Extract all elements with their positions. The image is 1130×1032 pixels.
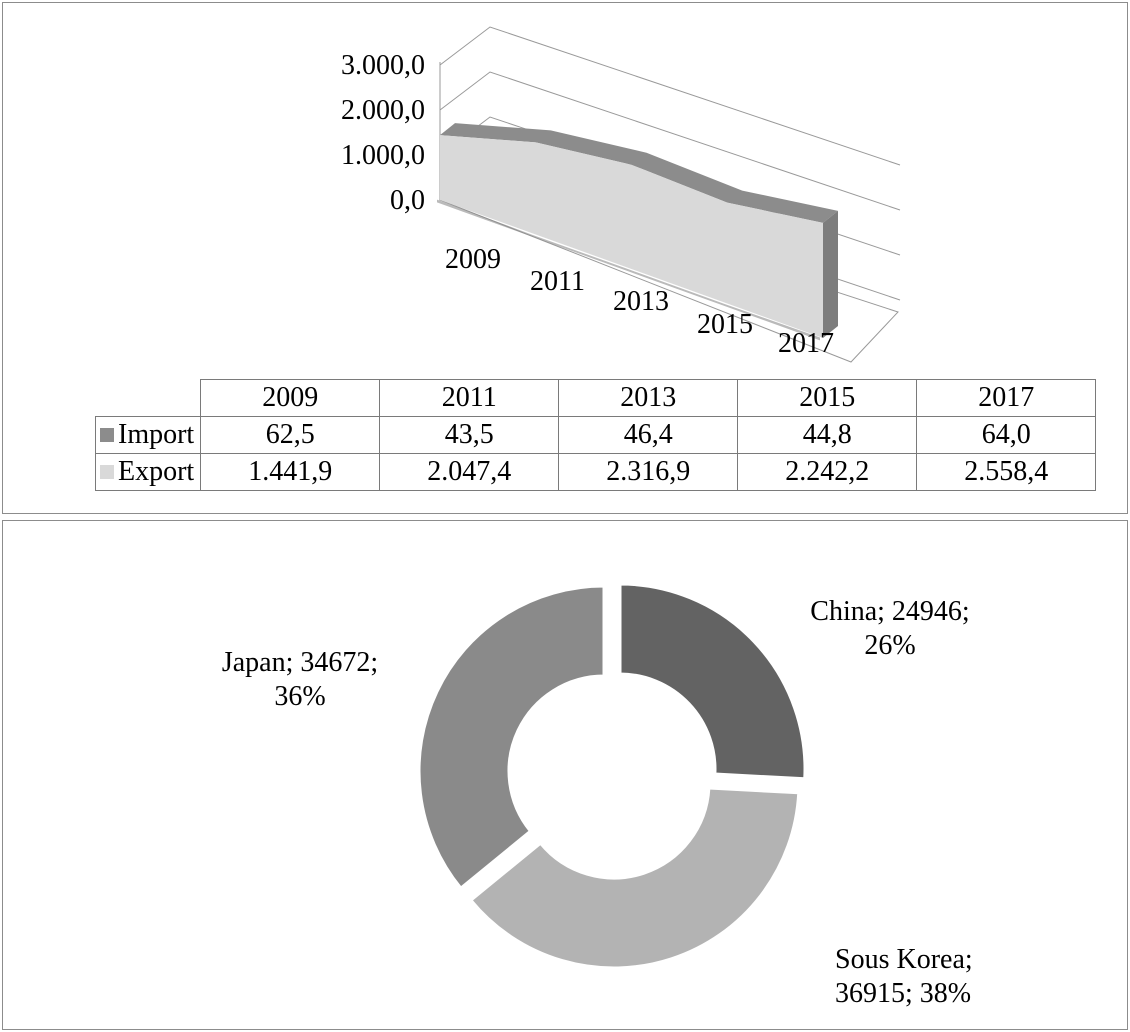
area-chart-3d: 3.000,0 2.000,0 1.000,0 0,0 2009 2011 2013 2015… (341, 26, 901, 363)
gridline (439, 26, 901, 166)
export-value: 2.316,9 (558, 453, 739, 491)
export-area-side (823, 210, 838, 338)
import-legend-key: Import (94, 416, 202, 454)
y-tick-label: 0,0 (390, 185, 425, 216)
korea-label-line2: 36915; 38% (835, 978, 972, 1009)
x-tick-label: 2015 (697, 309, 753, 340)
data-table-year: 2013 (558, 379, 739, 417)
export-series-label: Export (118, 456, 195, 487)
y-tick-label: 1.000,0 (341, 140, 425, 171)
import-value: 62,5 (200, 416, 381, 454)
import-value: 46,4 (558, 416, 739, 454)
export-area-top (440, 123, 838, 223)
import-swatch-icon (100, 428, 114, 442)
data-table-year: 2011 (379, 379, 560, 417)
doughnut-chart-panel (2, 520, 1128, 1030)
y-tick-label: 2.000,0 (341, 95, 425, 126)
export-area-face (440, 135, 823, 338)
gridline (439, 71, 901, 211)
y-tick-label: 3.000,0 (341, 50, 425, 81)
import-value: 64,0 (916, 416, 1097, 454)
japan-label-line1: Japan; 34672; (221, 647, 379, 678)
korea-label-line1: Sous Korea; (835, 944, 973, 975)
export-value: 2.558,4 (916, 453, 1097, 491)
area-chart-panel (2, 2, 1128, 514)
data-table-year: 2009 (200, 379, 381, 417)
export-value: 1.441,9 (200, 453, 381, 491)
export-value: 2.047,4 (379, 453, 560, 491)
import-series-label: Import (118, 419, 195, 450)
china-label-line2: 26% (864, 630, 916, 661)
data-table-row-export: Export 1.441,9 2.047,4 2.316,9 2.242,2 2… (94, 453, 1097, 491)
korea-data-label: Sous Korea; 36915; 38% (835, 943, 1035, 1011)
export-swatch-icon (100, 465, 114, 479)
data-table: 2009 2011 2013 2015 2017 Import 62,5 43,… (94, 379, 1097, 491)
x-tick-label: 2013 (613, 286, 669, 317)
data-table-row-import: Import 62,5 43,5 46,4 44,8 64,0 (94, 416, 1097, 454)
japan-data-label: Japan; 34672; 36% (190, 646, 410, 714)
export-legend-key: Export (94, 453, 202, 491)
data-table-corner (95, 379, 202, 417)
x-tick-label: 2011 (530, 266, 585, 297)
export-value: 2.242,2 (737, 453, 918, 491)
china-data-label: China; 24946; 26% (790, 595, 990, 663)
data-table-year: 2015 (737, 379, 918, 417)
data-table-year: 2017 (916, 379, 1097, 417)
x-tick-label: 2009 (445, 244, 501, 275)
import-value: 43,5 (379, 416, 560, 454)
china-label-line1: China; 24946; (810, 596, 970, 627)
data-table-header-row: 2009 2011 2013 2015 2017 (95, 379, 1097, 417)
import-area (437, 199, 820, 341)
japan-label-line2: 36% (274, 681, 326, 712)
x-tick-label: 2017 (778, 328, 834, 359)
import-value: 44,8 (737, 416, 918, 454)
